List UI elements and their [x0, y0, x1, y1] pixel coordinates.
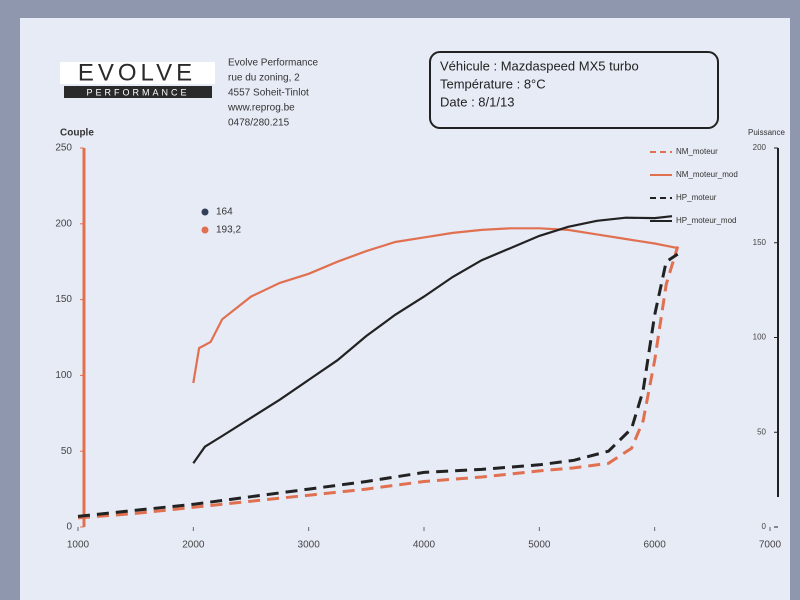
y2-tick-label: 150: [753, 238, 767, 247]
address-line: www.reprog.be: [227, 103, 295, 114]
y-tick-label: 150: [55, 294, 72, 305]
address-line: 4557 Soheit-Tinlot: [228, 88, 309, 99]
annotation-dot: [201, 226, 209, 234]
info-line: Date : 8/1/13: [440, 94, 514, 109]
y2-tick-label: 0: [762, 522, 767, 531]
address-line: 0478/280.215: [228, 118, 290, 129]
x-tick-label: 3000: [298, 540, 321, 551]
info-line: Véhicule : Mazdaspeed MX5 turbo: [440, 58, 639, 73]
legend-label: HP_moteur: [676, 193, 717, 202]
series-line: [192, 215, 673, 464]
series-line: [77, 246, 680, 520]
annotation-label: 164: [216, 207, 233, 218]
x-tick-label: 6000: [644, 540, 667, 551]
series-line: [192, 227, 678, 384]
x-tick-label: 7000: [759, 540, 782, 551]
legend-label: HP_moteur_mod: [676, 216, 736, 225]
info-line: Température : 8°C: [440, 76, 546, 91]
logo-box: [60, 62, 215, 84]
y-tick-label: 100: [55, 370, 72, 381]
y-tick-label: 50: [61, 446, 73, 457]
legend-label: NM_moteur: [676, 147, 718, 156]
x-tick-label: 1000: [67, 540, 90, 551]
x-tick-label: 5000: [528, 540, 551, 551]
logo-name: EVOLVE: [78, 59, 196, 86]
annotation-label: 193,2: [216, 225, 241, 236]
y-tick-label: 0: [66, 522, 72, 533]
y2-tick-label: 50: [757, 427, 766, 436]
legend-label: NM_moteur_mod: [676, 170, 738, 179]
x-tick-label: 4000: [413, 540, 436, 551]
address-line: rue du zoning, 2: [228, 73, 300, 84]
logo-band: [64, 86, 212, 98]
info-box: [429, 51, 719, 129]
y2-axis-label: Puissance: [748, 128, 785, 137]
y-tick-label: 250: [55, 143, 72, 154]
y-axis-label: Couple: [60, 128, 94, 139]
address-line: Evolve Performance: [228, 58, 318, 69]
y-tick-label: 200: [55, 218, 72, 229]
y2-tick-label: 200: [753, 143, 767, 152]
logo-tagline: PERFORMANCE: [86, 87, 189, 97]
y2-tick-label: 100: [753, 333, 767, 342]
x-tick-label: 2000: [182, 540, 205, 551]
annotation-dot: [201, 208, 209, 216]
